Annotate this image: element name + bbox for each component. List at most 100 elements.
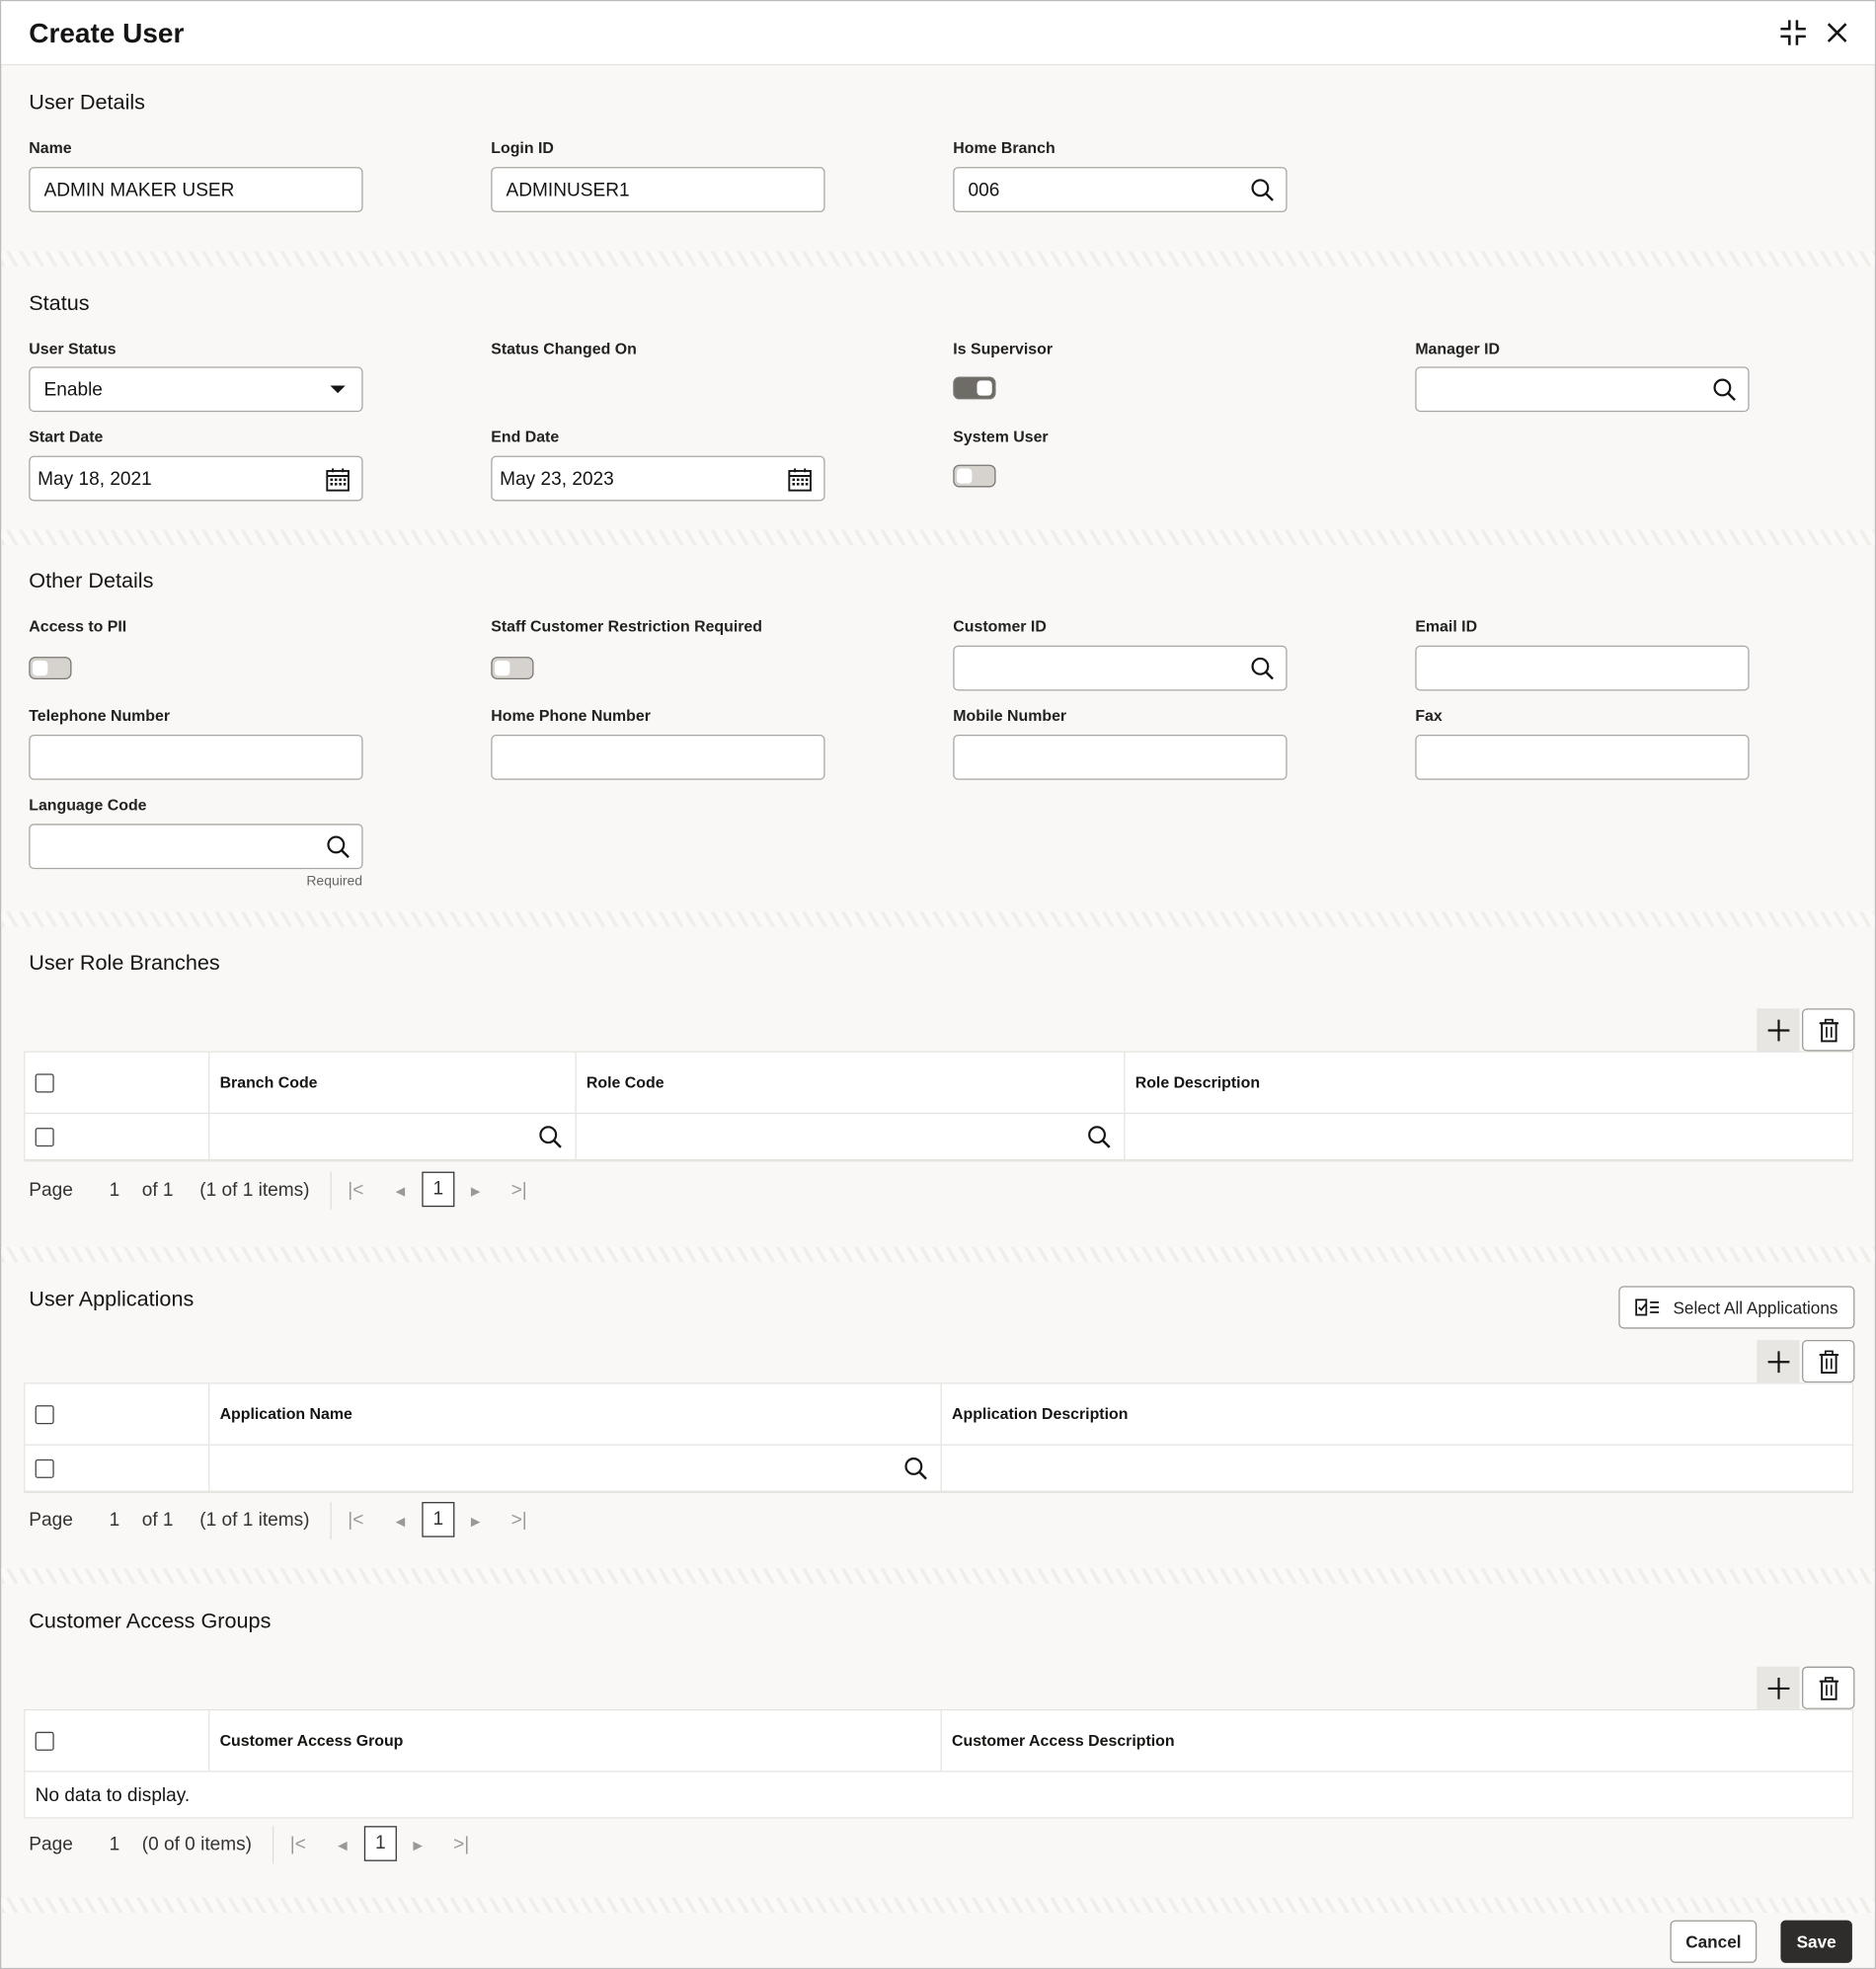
name-input[interactable]: ADMIN MAKER USER — [29, 167, 363, 212]
system-user-label: System User — [953, 428, 1049, 446]
role-branches-table: Branch Code Role Code Role Description — [24, 1051, 1854, 1162]
name-label: Name — [29, 139, 72, 157]
role-code-cell[interactable] — [575, 1114, 1124, 1159]
delete-row-button[interactable] — [1802, 1666, 1855, 1709]
home-phone-input[interactable] — [491, 735, 825, 780]
end-date-input[interactable]: May 23, 2023 — [491, 455, 825, 502]
first-page-icon[interactable]: |< — [348, 1179, 364, 1201]
user-status-select[interactable]: Enable — [29, 366, 363, 413]
end-date-value: May 23, 2023 — [500, 468, 614, 491]
column-customer-access-description[interactable]: Customer Access Description — [940, 1710, 1852, 1772]
current-page-button[interactable]: 1 — [422, 1171, 455, 1208]
customer-id-input[interactable] — [953, 645, 1288, 691]
prev-page-icon[interactable]: ◂ — [395, 1510, 406, 1533]
select-all-applications-button[interactable]: Select All Applications — [1618, 1286, 1855, 1329]
page-number-input[interactable]: 1 — [109, 1179, 120, 1201]
prev-page-icon[interactable]: ◂ — [395, 1180, 406, 1203]
column-application-description[interactable]: Application Description — [940, 1383, 1852, 1445]
chevron-down-icon — [330, 385, 346, 394]
current-page-button[interactable]: 1 — [422, 1502, 455, 1537]
prev-page-icon[interactable]: ◂ — [338, 1835, 348, 1856]
add-row-button[interactable] — [1757, 1008, 1800, 1052]
email-id-input[interactable] — [1415, 645, 1750, 691]
calendar-icon[interactable] — [325, 467, 350, 492]
compress-icon[interactable] — [1779, 19, 1807, 46]
search-icon[interactable] — [1087, 1126, 1111, 1149]
column-role-description[interactable]: Role Description — [1124, 1052, 1852, 1113]
application-name-cell[interactable] — [208, 1445, 940, 1491]
next-page-icon[interactable]: ▸ — [413, 1835, 424, 1856]
fax-label: Fax — [1415, 707, 1443, 725]
fax-input[interactable] — [1415, 735, 1750, 780]
start-date-input[interactable]: May 18, 2021 — [29, 455, 363, 502]
search-icon[interactable] — [1251, 179, 1275, 202]
next-page-icon[interactable]: ▸ — [470, 1510, 481, 1533]
system-user-toggle[interactable] — [953, 464, 996, 488]
home-branch-value: 006 — [968, 179, 1000, 201]
language-code-input[interactable] — [29, 824, 363, 870]
row-checkbox[interactable] — [35, 1458, 54, 1478]
branch-code-cell[interactable] — [208, 1114, 575, 1159]
column-application-name[interactable]: Application Name — [208, 1383, 940, 1445]
staff-restriction-label: Staff Customer Restriction Required — [491, 617, 763, 636]
column-branch-code[interactable]: Branch Code — [208, 1052, 575, 1113]
column-customer-access-group[interactable]: Customer Access Group — [208, 1710, 940, 1772]
section-divider — [1, 1897, 1875, 1913]
telephone-label: Telephone Number — [29, 707, 171, 725]
search-icon[interactable] — [1713, 378, 1737, 402]
next-page-icon[interactable]: ▸ — [470, 1180, 481, 1203]
add-row-button[interactable] — [1757, 1666, 1800, 1709]
manager-id-input[interactable] — [1415, 366, 1750, 413]
search-icon[interactable] — [327, 835, 351, 859]
column-role-code[interactable]: Role Code — [575, 1052, 1124, 1113]
login-id-input[interactable]: ADMINUSER1 — [491, 167, 825, 212]
select-all-checkbox[interactable] — [35, 1731, 54, 1751]
last-page-icon[interactable]: >| — [453, 1833, 470, 1855]
section-customer-access-groups: Customer Access Groups — [29, 1609, 272, 1633]
search-icon[interactable] — [904, 1457, 928, 1480]
section-user-applications: User Applications — [29, 1287, 195, 1311]
staff-restriction-toggle[interactable] — [491, 657, 534, 680]
add-row-button[interactable] — [1757, 1340, 1800, 1383]
empty-row: No data to display. — [25, 1772, 1851, 1818]
login-id-value: ADMINUSER1 — [506, 179, 630, 201]
access-pii-toggle[interactable] — [29, 657, 72, 680]
section-divider — [1, 529, 1875, 545]
end-date-label: End Date — [491, 428, 560, 446]
first-page-icon[interactable]: |< — [348, 1509, 364, 1532]
section-user-role-branches: User Role Branches — [29, 950, 220, 975]
current-page-button[interactable]: 1 — [363, 1826, 397, 1861]
last-page-icon[interactable]: >| — [510, 1179, 527, 1201]
home-branch-input[interactable]: 006 — [953, 167, 1288, 212]
close-icon[interactable] — [1824, 19, 1851, 46]
dialog-header: Create User — [1, 1, 1875, 66]
save-button[interactable]: Save — [1780, 1920, 1852, 1963]
delete-row-button[interactable] — [1802, 1340, 1855, 1383]
manager-id-label: Manager ID — [1415, 340, 1501, 358]
delete-row-button[interactable] — [1802, 1008, 1855, 1052]
cancel-button[interactable]: Cancel — [1670, 1920, 1758, 1963]
search-icon[interactable] — [539, 1126, 563, 1149]
row-checkbox[interactable] — [35, 1128, 54, 1147]
no-data-message: No data to display. — [35, 1784, 191, 1806]
dialog-title: Create User — [29, 17, 185, 49]
select-all-applications-label: Select All Applications — [1673, 1298, 1838, 1317]
access-pii-label: Access to PII — [29, 617, 127, 636]
user-status-label: User Status — [29, 340, 117, 358]
is-supervisor-toggle[interactable] — [953, 376, 996, 400]
first-page-icon[interactable]: |< — [289, 1833, 306, 1855]
mobile-input[interactable] — [953, 735, 1288, 780]
page-number-input[interactable]: 1 — [109, 1833, 120, 1855]
page-number-input[interactable]: 1 — [109, 1509, 120, 1532]
home-branch-label: Home Branch — [953, 139, 1055, 157]
select-all-checkbox[interactable] — [35, 1073, 54, 1093]
calendar-icon[interactable] — [787, 467, 812, 492]
is-supervisor-label: Is Supervisor — [953, 340, 1054, 358]
last-page-icon[interactable]: >| — [510, 1509, 527, 1532]
page-total: of 1 — [141, 1179, 174, 1201]
select-all-checkbox[interactable] — [35, 1405, 54, 1425]
table-row — [25, 1445, 1852, 1492]
page-label: Page — [29, 1509, 73, 1532]
telephone-input[interactable] — [29, 735, 363, 780]
search-icon[interactable] — [1251, 657, 1275, 680]
